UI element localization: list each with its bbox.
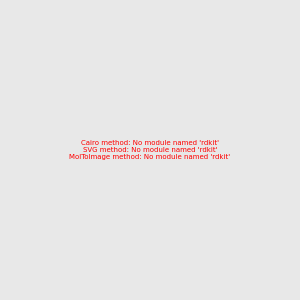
Text: Cairo method: No module named 'rdkit'
SVG method: No module named 'rdkit'
MolToI: Cairo method: No module named 'rdkit' SV… xyxy=(69,140,231,160)
